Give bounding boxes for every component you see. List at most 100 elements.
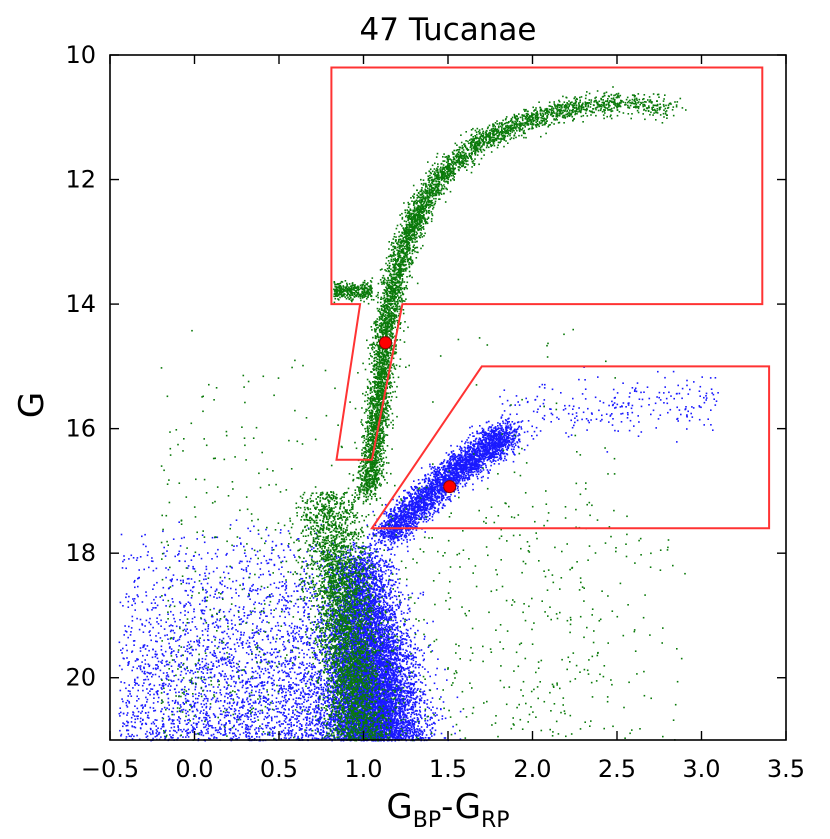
data-point (475, 465, 477, 467)
data-point (474, 446, 476, 448)
data-point (493, 427, 495, 429)
data-point (414, 648, 416, 650)
data-point (397, 520, 399, 522)
data-point (411, 509, 413, 511)
data-point (319, 734, 321, 736)
data-point (511, 442, 513, 444)
data-point (498, 444, 500, 446)
data-point (432, 482, 434, 484)
data-point (398, 526, 400, 528)
data-point (473, 440, 475, 442)
data-point (387, 547, 389, 549)
data-point (495, 434, 497, 436)
data-point (426, 513, 428, 515)
data-point (372, 557, 374, 559)
data-point (441, 462, 443, 464)
data-point (408, 530, 410, 532)
data-point (454, 475, 456, 477)
data-point (477, 459, 479, 461)
data-point (449, 466, 451, 468)
data-point (422, 492, 424, 494)
data-point (395, 529, 397, 531)
data-point (472, 459, 474, 461)
data-point (476, 431, 478, 433)
data-point (398, 511, 400, 513)
data-point (439, 463, 441, 465)
data-point (496, 437, 498, 439)
data-point (421, 513, 423, 515)
data-point (444, 492, 446, 494)
data-point (442, 491, 444, 493)
data-point (506, 432, 508, 434)
data-point (407, 523, 409, 525)
data-point (407, 551, 409, 553)
data-point (423, 502, 425, 504)
data-point (509, 441, 511, 443)
data-point (424, 496, 426, 498)
data-point (404, 518, 406, 520)
data-point (405, 530, 407, 532)
data-point (396, 515, 398, 517)
data-point (482, 443, 484, 445)
data-point (455, 467, 457, 469)
data-point (486, 451, 488, 453)
data-point (399, 524, 401, 526)
data-point (483, 449, 485, 451)
data-point (490, 449, 492, 451)
data-point (374, 540, 376, 542)
data-point (426, 493, 428, 495)
data-point (480, 469, 482, 471)
data-point (427, 671, 429, 673)
data-point (472, 432, 474, 434)
data-point (465, 466, 467, 468)
data-point (493, 460, 495, 462)
data-point (430, 483, 432, 485)
data-point (388, 539, 390, 541)
data-point (470, 460, 472, 462)
data-point (430, 475, 432, 477)
data-point (494, 441, 496, 443)
data-point (408, 534, 410, 536)
data-point (401, 538, 403, 540)
data-point (439, 485, 441, 487)
data-point (400, 641, 402, 643)
data-point (471, 470, 473, 472)
data-point (439, 500, 441, 502)
data-point (381, 526, 383, 528)
data-point (480, 442, 482, 444)
data-point (457, 486, 459, 488)
data-point (503, 453, 505, 455)
data-point (392, 536, 394, 538)
data-point (447, 465, 449, 467)
data-point (454, 495, 456, 497)
data-point (487, 460, 489, 462)
data-point (499, 445, 501, 447)
data-point (471, 463, 473, 465)
data-point (501, 449, 503, 451)
data-point (442, 507, 444, 509)
data-point (480, 453, 482, 455)
data-point (394, 524, 396, 526)
data-point (463, 465, 465, 467)
data-point (419, 513, 421, 515)
data-point (403, 539, 405, 541)
data-point (491, 435, 493, 437)
data-point (497, 459, 499, 461)
data-point (524, 449, 526, 451)
data-point (402, 500, 404, 502)
data-point (478, 433, 480, 435)
data-point (383, 521, 385, 523)
data-point (395, 513, 397, 515)
data-point (437, 477, 439, 479)
data-point (394, 634, 396, 636)
data-point (504, 434, 506, 436)
data-point (394, 515, 396, 517)
data-point (437, 484, 439, 486)
data-point (413, 480, 415, 482)
data-point (497, 422, 499, 424)
data-point (397, 579, 399, 581)
data-point (413, 538, 415, 540)
data-point (453, 472, 455, 474)
data-point (467, 442, 469, 444)
data-point (408, 516, 410, 518)
